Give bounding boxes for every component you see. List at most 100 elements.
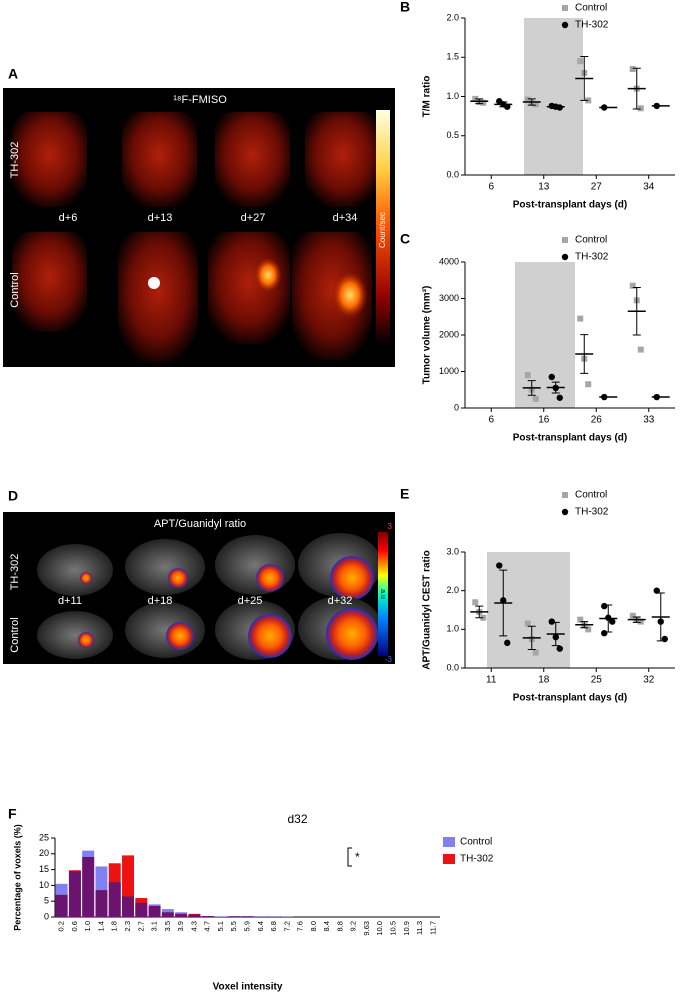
data-point <box>472 599 479 606</box>
legend-label: TH-302 <box>460 854 494 865</box>
x-axis-label: Post-transplant days (d) <box>513 200 627 211</box>
data-point <box>601 630 608 637</box>
data-point <box>532 395 539 402</box>
bar-overlap <box>122 896 134 917</box>
bar-overlap <box>241 916 254 917</box>
bar-overlap <box>201 916 214 917</box>
x-tick-label: 1.8 <box>110 921 119 931</box>
row-label: TH-302 <box>9 554 21 591</box>
y-tick-label: 4000 <box>439 256 459 266</box>
data-point <box>556 104 563 111</box>
data-point <box>480 99 487 106</box>
panel-label: E <box>400 486 409 502</box>
bar <box>268 916 281 917</box>
x-tick-label: 10.5 <box>389 921 398 936</box>
x-tick-label: 6.8 <box>269 921 278 931</box>
y-tick-label: 1.0 <box>446 91 459 101</box>
x-tick-label: 4.3 <box>189 921 198 931</box>
y-tick-label: 25 <box>39 832 49 842</box>
bar-overlap <box>135 902 148 917</box>
y-tick-label: 10 <box>39 880 49 890</box>
y-tick-label: 2.0 <box>446 12 459 22</box>
x-tick-label: 1.4 <box>96 921 105 931</box>
y-tick-label: 3.0 <box>446 546 459 556</box>
bar-overlap <box>175 913 188 917</box>
day-label: d+27 <box>241 212 266 224</box>
x-tick-label: 3.1 <box>150 921 159 931</box>
data-point <box>637 346 644 353</box>
colorbar-max: 3 <box>388 522 393 531</box>
x-tick-label: 6 <box>488 415 494 426</box>
day-label: d+32 <box>328 595 353 607</box>
y-tick-label: 0.0 <box>446 662 459 672</box>
bar-overlap <box>161 912 174 917</box>
bar <box>122 855 134 917</box>
data-point <box>504 639 511 647</box>
data-point <box>548 618 555 625</box>
x-tick-label: 3.9 <box>176 921 185 931</box>
legend-swatch <box>443 854 455 864</box>
x-axis-label: Post-transplant days (d) <box>513 693 627 704</box>
panel-label: B <box>400 0 410 15</box>
day-label: d+25 <box>238 595 263 607</box>
y-axis-label: APT/Guanidyl CEST ratio <box>422 550 433 669</box>
colorbar <box>378 532 388 656</box>
data-point <box>629 282 636 289</box>
chart-title: d32 <box>287 812 307 826</box>
legend-label: Control <box>575 235 607 246</box>
legend-marker <box>561 21 569 29</box>
panel-label: F <box>8 806 17 822</box>
y-tick-label: 2.0 <box>446 585 459 595</box>
data-point <box>532 649 539 656</box>
colorbar <box>376 110 390 345</box>
shaded-period <box>487 552 570 668</box>
bar-overlap <box>82 856 95 917</box>
x-tick-label: 11.3 <box>415 921 424 935</box>
data-point <box>556 394 563 401</box>
x-tick-label: 2.3 <box>123 921 132 931</box>
data-point <box>524 620 531 627</box>
annotation: * <box>355 850 360 864</box>
x-tick-label: 8.8 <box>335 921 344 931</box>
data-point <box>524 96 531 103</box>
data-point <box>629 66 636 73</box>
x-tick-label: 0.2 <box>57 921 66 931</box>
significance-bracket <box>347 847 352 867</box>
y-tick-label: 1.0 <box>446 624 459 634</box>
x-tick-label: 6 <box>488 182 494 193</box>
bar-overlap <box>95 890 108 917</box>
x-axis-label: Post-transplant days (d) <box>513 433 627 444</box>
bar-overlap <box>108 882 121 917</box>
y-tick-label: 20 <box>39 848 49 858</box>
bar-overlap <box>148 905 161 917</box>
x-tick-label: 2.7 <box>136 921 145 931</box>
data-point <box>637 105 644 112</box>
y-axis-label: Tumor volume (mm³) <box>422 286 433 385</box>
data-point <box>524 372 531 379</box>
x-tick-label: 4.7 <box>203 921 212 931</box>
data-point <box>653 587 660 594</box>
panel-label: A <box>8 66 18 82</box>
x-tick-label: 11.7 <box>428 921 437 935</box>
x-tick-label: 5.9 <box>242 921 251 931</box>
data-point <box>577 58 584 65</box>
image-title: ¹⁸F-FMISO <box>173 94 227 106</box>
data-point <box>601 602 608 610</box>
y-tick-label: 0 <box>454 402 459 412</box>
row-label: TH-302 <box>9 142 21 179</box>
bar-overlap <box>55 894 68 917</box>
shaded-period <box>515 262 575 408</box>
legend-marker <box>562 5 568 11</box>
x-tick-label: 5.1 <box>216 921 225 931</box>
x-tick-label: 10.9 <box>402 921 411 936</box>
x-tick-label: 33 <box>643 415 655 426</box>
legend-label: Control <box>575 490 607 501</box>
legend-marker <box>562 237 568 243</box>
x-tick-label: 1.0 <box>83 921 92 931</box>
x-axis-label: Voxel intensity <box>213 982 283 993</box>
y-tick-label: 0 <box>44 911 49 921</box>
panel-label: D <box>8 488 18 504</box>
image-title: APT/Guanidyl ratio <box>154 518 246 530</box>
y-tick-label: 0.5 <box>446 130 459 140</box>
x-tick-label: 7.2 <box>282 921 291 931</box>
